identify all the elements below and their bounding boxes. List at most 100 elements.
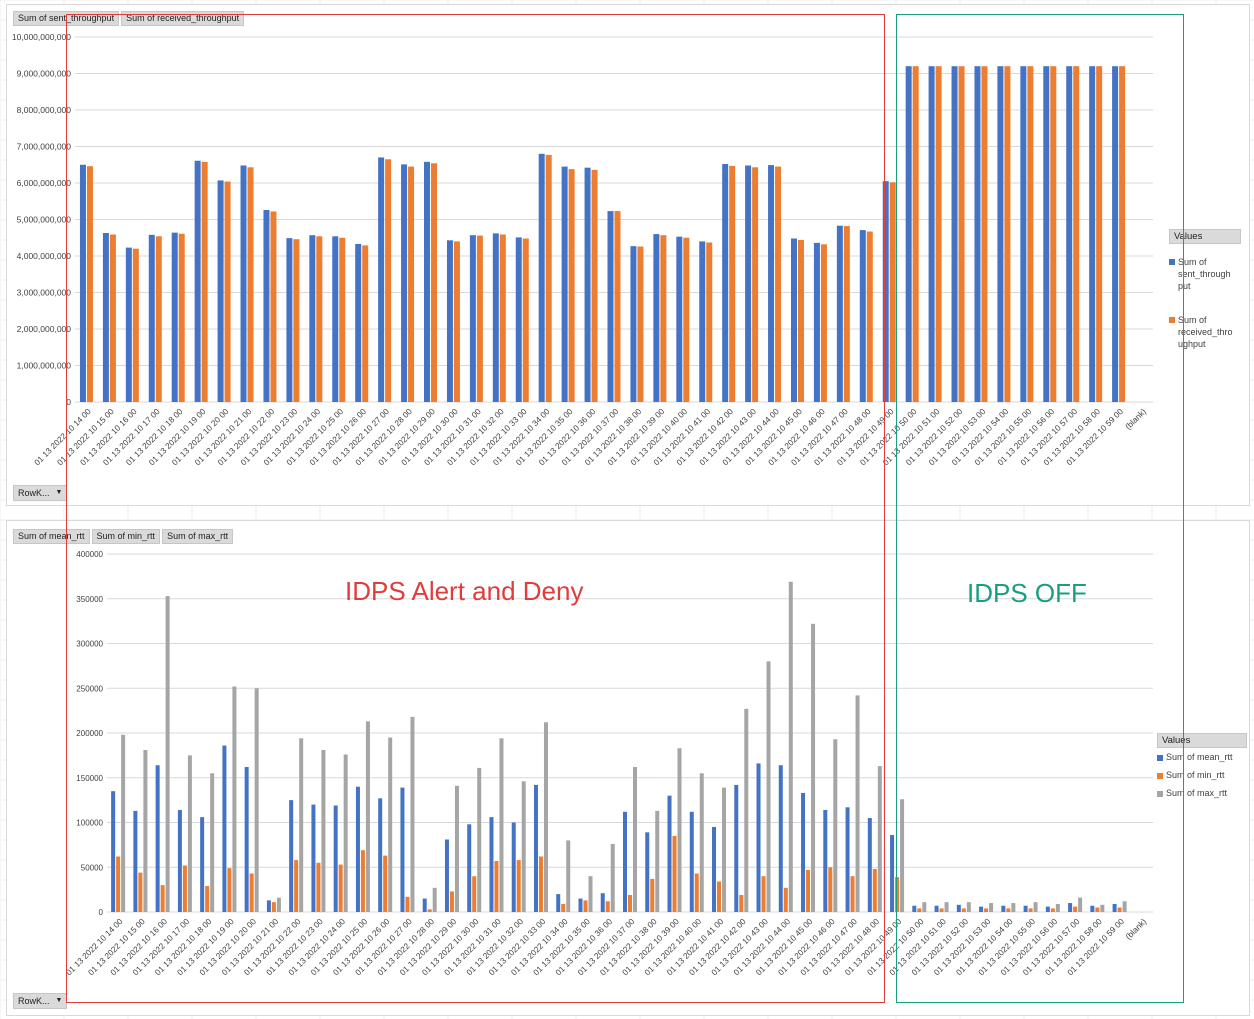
- max-rtt-bar[interactable]: [299, 738, 304, 912]
- min-rtt-bar[interactable]: [1073, 906, 1078, 912]
- sent-throughput-bar[interactable]: [951, 66, 958, 402]
- sent-throughput-bar[interactable]: [1043, 66, 1050, 402]
- received-throughput-bar[interactable]: [178, 233, 185, 402]
- sent-throughput-bar[interactable]: [148, 234, 155, 402]
- min-rtt-bar[interactable]: [138, 872, 143, 912]
- max-rtt-bar[interactable]: [766, 661, 771, 912]
- max-rtt-bar[interactable]: [121, 734, 126, 912]
- mean-rtt-bar[interactable]: [289, 800, 294, 912]
- min-rtt-bar[interactable]: [316, 862, 321, 912]
- max-rtt-bar[interactable]: [833, 739, 838, 912]
- min-rtt-bar[interactable]: [1028, 908, 1033, 912]
- throughput-legend[interactable]: Values Sum of sent_through put Sum of re…: [1169, 229, 1241, 350]
- min-rtt-bar[interactable]: [360, 850, 365, 912]
- mean-rtt-bar[interactable]: [956, 904, 961, 912]
- mean-rtt-bar[interactable]: [222, 745, 227, 912]
- min-rtt-bar[interactable]: [516, 860, 521, 912]
- max-rtt-bar[interactable]: [343, 754, 348, 912]
- mean-rtt-bar[interactable]: [667, 795, 672, 912]
- sent-throughput-bar[interactable]: [676, 236, 683, 402]
- received-throughput-bar[interactable]: [866, 231, 873, 402]
- received-throughput-bar[interactable]: [1119, 66, 1126, 402]
- min-rtt-bar[interactable]: [227, 868, 232, 912]
- max-rtt-bar[interactable]: [499, 738, 504, 912]
- received-throughput-bar[interactable]: [224, 181, 231, 402]
- mean-rtt-bar[interactable]: [734, 784, 739, 912]
- received-throughput-bar[interactable]: [545, 154, 552, 402]
- sent-throughput-bar[interactable]: [722, 164, 729, 402]
- sent-throughput-bar[interactable]: [699, 241, 706, 402]
- sent-throughput-bar[interactable]: [469, 235, 476, 402]
- mean-rtt-bar[interactable]: [422, 898, 427, 912]
- max-rtt-bar[interactable]: [966, 902, 971, 912]
- received-throughput-bar[interactable]: [912, 66, 919, 402]
- received-throughput-bar[interactable]: [86, 166, 93, 402]
- min-rtt-bar[interactable]: [583, 900, 588, 912]
- row-field-filter-button[interactable]: RowK... ▼: [13, 993, 68, 1009]
- min-rtt-bar[interactable]: [538, 856, 543, 912]
- mean-rtt-bar[interactable]: [801, 792, 806, 912]
- max-rtt-bar[interactable]: [900, 799, 905, 912]
- sent-throughput-bar[interactable]: [240, 165, 247, 402]
- max-rtt-bar[interactable]: [232, 686, 237, 912]
- mean-rtt-bar[interactable]: [355, 786, 360, 912]
- max-rtt-bar[interactable]: [1011, 903, 1016, 912]
- mean-rtt-bar[interactable]: [177, 809, 182, 912]
- rtt-legend[interactable]: Values Sum of mean_rtt Sum of min_rtt Su…: [1157, 733, 1247, 798]
- received-throughput-bar[interactable]: [453, 241, 460, 402]
- min-rtt-bar[interactable]: [1050, 908, 1055, 912]
- max-rtt-bar[interactable]: [454, 785, 459, 912]
- min-rtt-bar[interactable]: [338, 864, 343, 912]
- min-rtt-bar[interactable]: [672, 835, 677, 912]
- received-throughput-bar[interactable]: [752, 167, 759, 402]
- max-rtt-bar[interactable]: [432, 887, 437, 912]
- field-button-sent-throughput[interactable]: Sum of sent_throughput: [13, 11, 120, 26]
- max-rtt-bar[interactable]: [1122, 901, 1127, 912]
- sent-throughput-bar[interactable]: [905, 66, 912, 402]
- mean-rtt-bar[interactable]: [689, 811, 694, 912]
- max-rtt-bar[interactable]: [655, 810, 660, 912]
- mean-rtt-bar[interactable]: [823, 809, 828, 912]
- received-throughput-bar[interactable]: [614, 211, 621, 402]
- max-rtt-bar[interactable]: [276, 897, 281, 912]
- min-rtt-bar[interactable]: [917, 908, 922, 912]
- sent-throughput-bar[interactable]: [79, 164, 86, 402]
- sent-throughput-bar[interactable]: [355, 243, 362, 402]
- mean-rtt-bar[interactable]: [489, 817, 494, 912]
- mean-rtt-bar[interactable]: [1001, 905, 1006, 912]
- mean-rtt-bar[interactable]: [623, 811, 627, 912]
- received-throughput-bar[interactable]: [660, 235, 667, 402]
- sent-throughput-bar[interactable]: [1112, 66, 1119, 402]
- mean-rtt-bar[interactable]: [1090, 905, 1095, 912]
- max-rtt-bar[interactable]: [566, 840, 571, 912]
- received-throughput-bar[interactable]: [1050, 66, 1057, 402]
- max-rtt-bar[interactable]: [521, 781, 526, 912]
- mean-rtt-bar[interactable]: [645, 832, 650, 912]
- received-throughput-bar[interactable]: [591, 169, 598, 402]
- min-rtt-bar[interactable]: [984, 908, 989, 912]
- mean-rtt-bar[interactable]: [712, 826, 717, 912]
- received-throughput-bar[interactable]: [476, 235, 483, 402]
- min-rtt-bar[interactable]: [605, 901, 610, 912]
- received-throughput-bar[interactable]: [247, 167, 254, 402]
- max-rtt-bar[interactable]: [187, 755, 192, 912]
- max-rtt-bar[interactable]: [1100, 904, 1105, 912]
- field-button-received-throughput[interactable]: Sum of received_throughput: [121, 11, 245, 26]
- min-rtt-bar[interactable]: [494, 860, 499, 912]
- sent-throughput-bar[interactable]: [561, 166, 568, 402]
- sent-throughput-bar[interactable]: [102, 233, 109, 402]
- mean-rtt-bar[interactable]: [578, 898, 583, 912]
- sent-throughput-bar[interactable]: [309, 235, 316, 402]
- min-rtt-bar[interactable]: [271, 902, 276, 912]
- mean-rtt-bar[interactable]: [400, 787, 405, 912]
- min-rtt-bar[interactable]: [694, 873, 699, 912]
- max-rtt-bar[interactable]: [699, 773, 704, 912]
- received-throughput-bar[interactable]: [958, 66, 965, 402]
- max-rtt-bar[interactable]: [321, 750, 326, 912]
- min-rtt-bar[interactable]: [895, 877, 900, 912]
- sent-throughput-bar[interactable]: [745, 165, 752, 402]
- mean-rtt-bar[interactable]: [934, 905, 939, 912]
- min-rtt-bar[interactable]: [628, 894, 632, 912]
- sent-throughput-bar[interactable]: [790, 238, 797, 402]
- sent-throughput-bar[interactable]: [263, 210, 270, 402]
